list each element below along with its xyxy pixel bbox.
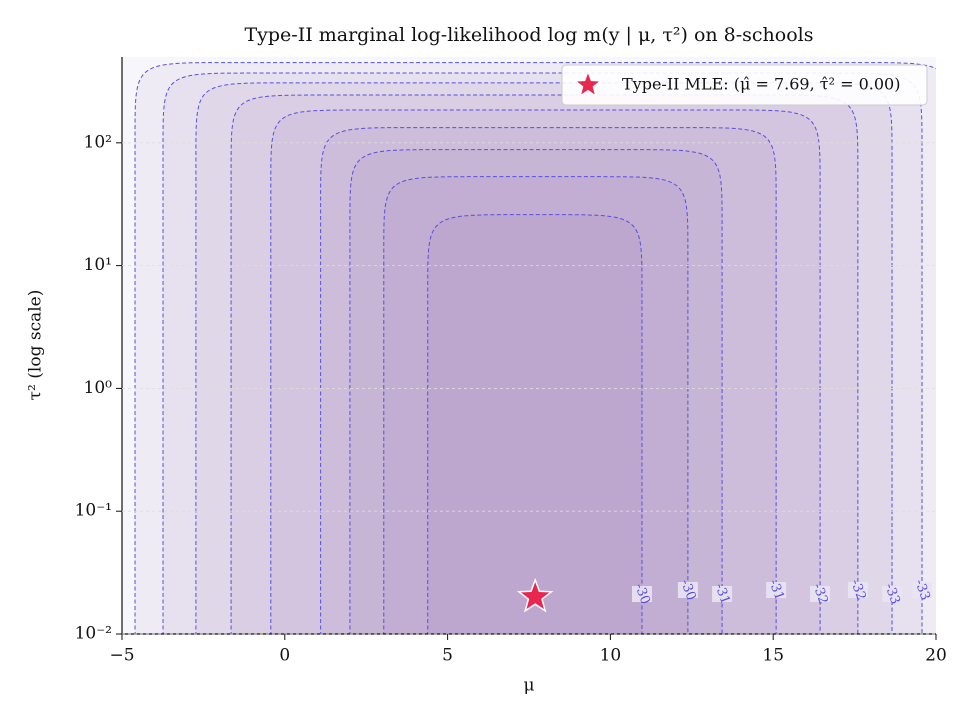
x-tick-label: −5: [109, 646, 134, 666]
contour-line: [162, 72, 923, 634]
x-tick-label: 0: [279, 646, 290, 666]
plot-background: [122, 57, 936, 634]
contour-line: [195, 82, 893, 634]
x-axis-label: μ: [523, 676, 534, 696]
contour-line: [383, 176, 689, 634]
contour-line: [270, 109, 821, 634]
mle-marker: [516, 577, 554, 613]
chart-title: Type-II marginal log-likelihood log m(y …: [244, 24, 813, 46]
contour-label-bg: [766, 582, 787, 598]
contour-label-bg: [911, 582, 932, 598]
contour-fill: [195, 82, 893, 634]
y-tick-label: 10⁻¹: [75, 501, 112, 521]
x-tick-label: 5: [442, 646, 453, 666]
legend: Type-II MLE: (μ̂ = 7.69, τ̂² = 0.00): [561, 64, 928, 106]
contour-line: [349, 149, 723, 634]
contour-label-bg: [631, 586, 652, 602]
contour-label: -30: [677, 578, 698, 603]
contour-fill: [383, 176, 688, 634]
contour-fill: [231, 95, 858, 634]
contour-fills: [135, 62, 936, 634]
legend-label: Type-II MLE: (μ̂ = 7.69, τ̂² = 0.00): [622, 75, 900, 94]
contour-label-bg: [847, 582, 868, 598]
y-tick-label: 10⁻²: [75, 624, 112, 644]
contour-label: -31: [711, 582, 732, 607]
contour-label-bg: [882, 586, 903, 602]
contour-fill: [320, 127, 777, 634]
contour-label: -32: [847, 578, 868, 603]
contour-label: -33: [881, 582, 902, 607]
contour-line: [427, 214, 643, 634]
y-tick-label: 10²: [84, 132, 112, 152]
contour-label-bg: [942, 586, 962, 602]
contour-label: -34: [942, 582, 963, 607]
y-tick-label: 10¹: [84, 255, 112, 275]
contour-label: -32: [809, 582, 830, 607]
y-tick-label: 10⁰: [84, 378, 113, 398]
contour-label: -30: [631, 582, 652, 607]
contour-label: -33: [911, 578, 932, 603]
contour-line: [230, 94, 859, 634]
contour-label-bg: [712, 586, 733, 602]
contour-fill: [427, 214, 642, 634]
x-tick-label: 15: [762, 646, 784, 666]
legend-box: [561, 64, 928, 106]
legend-marker: [574, 70, 602, 97]
contour-fill: [135, 62, 936, 634]
contour-fill: [349, 149, 723, 634]
contour-lines: -34 -33 -33 -32 -32 -31 -31 -30 -30: [134, 62, 963, 634]
x-tick-label: 10: [600, 646, 622, 666]
x-tick-label: 20: [925, 646, 947, 666]
contour-label-bg: [810, 586, 831, 602]
contour-fill: [163, 73, 922, 634]
contour-label: -31: [766, 578, 787, 603]
contour-fill: [270, 110, 821, 634]
y-axis-label: τ² (log scale): [26, 290, 46, 401]
contour-label-bg: [677, 582, 698, 598]
